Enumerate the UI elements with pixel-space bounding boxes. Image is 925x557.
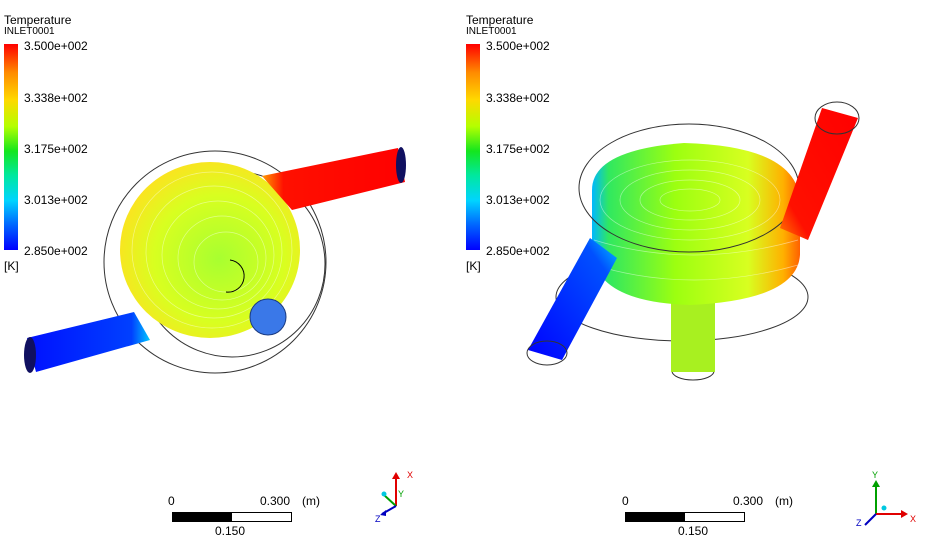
legend-tick-max: 3.500e+002 <box>24 39 88 53</box>
scale-unit-label: (m) <box>775 494 793 508</box>
scale-unit-label: (m) <box>302 494 320 508</box>
legend-tick-min: 2.850e+002 <box>486 244 550 258</box>
cold-inlet-pipe <box>27 312 150 372</box>
swirl-streamlines <box>593 159 799 281</box>
cold-inlet-outline <box>526 340 568 366</box>
axis-label: Z <box>375 514 381 524</box>
axis-triad: X Y Z <box>375 470 413 524</box>
scale-start-label: 0 <box>622 494 629 508</box>
cold-inlet-cap <box>24 337 36 373</box>
legend-unit: [K] <box>466 259 481 273</box>
axis-label: Z <box>856 518 862 528</box>
axis-label: X <box>910 514 916 524</box>
legend-tick: 3.175e+002 <box>486 142 550 156</box>
swirl-disc <box>120 162 300 338</box>
left-viewport[interactable]: Temperature INLET0001 3.500e+002 3.338e+… <box>0 0 462 557</box>
hot-inlet-pipe <box>262 148 405 210</box>
streamline-plot-top-view <box>24 147 406 374</box>
legend-unit: [K] <box>4 259 19 273</box>
y-axis-arrow <box>383 494 397 507</box>
legend-location: INLET0001 <box>466 26 517 37</box>
axis-triad: Y X Z <box>856 470 916 528</box>
volute-outline <box>103 150 327 374</box>
legend-tick: 3.338e+002 <box>24 91 88 105</box>
z-axis-arrow <box>864 513 877 526</box>
axis-label: Y <box>398 489 404 499</box>
hot-inlet-outline <box>814 101 860 135</box>
axis-label: Y <box>872 470 878 480</box>
streamline-plot-isometric-view <box>526 101 860 381</box>
legend-tick-min: 2.850e+002 <box>24 244 88 258</box>
legend-location: INLET0001 <box>4 26 55 37</box>
scale-mid-label: 0.150 <box>215 524 246 538</box>
axis-label: X <box>407 470 413 480</box>
legend-title: Temperature <box>4 13 72 27</box>
hot-inlet-pipe <box>780 108 858 240</box>
legend-title: Temperature <box>466 13 534 27</box>
legend-tick: 3.013e+002 <box>24 193 88 207</box>
legend-tick-max: 3.500e+002 <box>486 39 550 53</box>
scale-bar <box>172 512 292 522</box>
scale-end-label: 0.300 <box>260 494 291 508</box>
scale-mid-label: 0.150 <box>678 524 709 538</box>
outlet-outline <box>225 259 245 293</box>
scale-end-label: 0.300 <box>733 494 764 508</box>
swirl-body <box>592 143 800 305</box>
cold-inlet-pipe <box>528 238 617 360</box>
legend-tick: 3.175e+002 <box>24 142 88 156</box>
hot-inlet-cap <box>396 147 406 183</box>
scale-bar <box>625 512 745 522</box>
right-viewport[interactable]: Temperature INLET0001 3.500e+002 3.338e+… <box>462 0 924 557</box>
legend-tick: 3.338e+002 <box>486 91 550 105</box>
outlet-face <box>249 298 287 336</box>
scale-start-label: 0 <box>168 494 175 508</box>
color-bar <box>466 44 480 250</box>
legend-tick: 3.013e+002 <box>486 193 550 207</box>
outlet-pipe <box>671 300 715 372</box>
color-bar <box>4 44 18 250</box>
